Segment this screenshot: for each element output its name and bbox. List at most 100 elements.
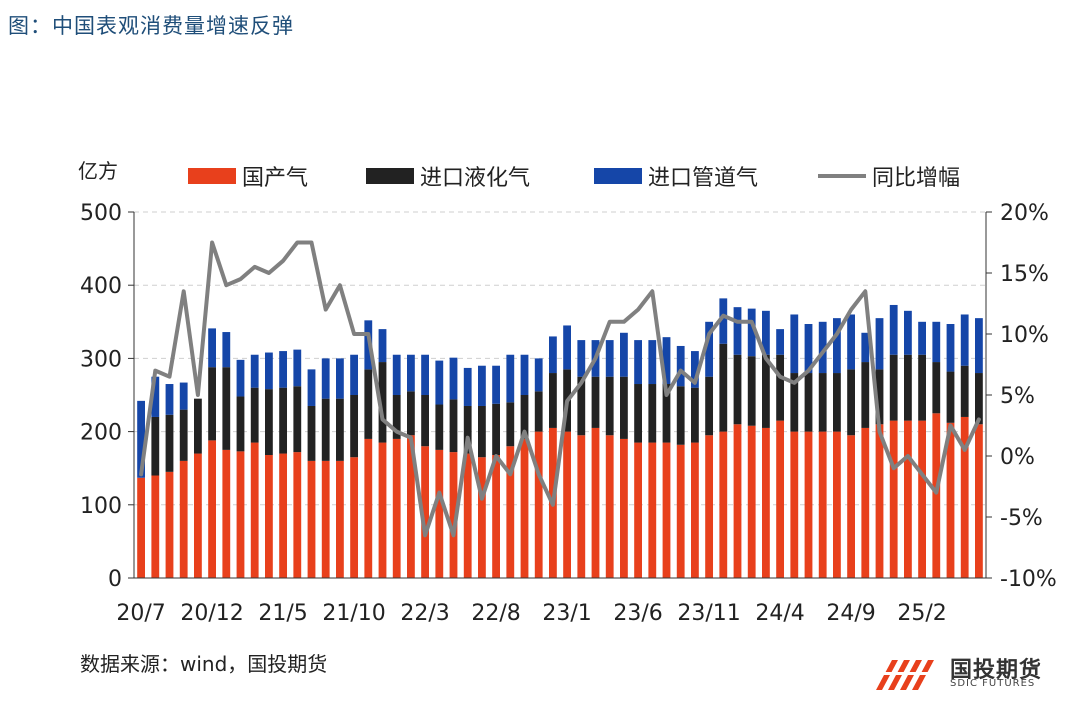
legend-swatch — [188, 168, 236, 184]
bar-segment — [378, 362, 387, 443]
bar-segment — [790, 314, 799, 374]
bar-segment — [889, 304, 898, 355]
bar-segment — [733, 354, 742, 425]
bar-segment — [350, 354, 359, 395]
bar-segment — [634, 340, 642, 385]
right-tick-label: 20% — [1000, 201, 1049, 226]
bar-segment — [179, 409, 188, 461]
x-tick-label: 22/3 — [400, 601, 449, 626]
bar-segment — [648, 384, 657, 443]
bar-segment — [321, 398, 330, 461]
bar-segment — [662, 337, 671, 385]
bar-segment — [463, 405, 472, 454]
bar-segment — [762, 310, 770, 355]
bar-segment — [250, 442, 259, 578]
x-tick-label: 23/11 — [677, 601, 740, 626]
bar-segment — [861, 427, 870, 578]
bar-segment — [818, 321, 827, 374]
bar-segment — [236, 396, 245, 452]
x-tick-label: 21/10 — [322, 601, 385, 626]
legend-label: 国产气 — [242, 166, 308, 191]
right-tick-label: -5% — [1000, 506, 1043, 531]
x-tick-label: 24/9 — [826, 601, 875, 626]
bar-segment — [648, 442, 657, 578]
bar-segment — [392, 395, 401, 439]
bar-segment — [506, 446, 515, 578]
bar-segment — [364, 438, 373, 578]
left-tick-label: 200 — [80, 421, 122, 446]
bar-segment — [449, 399, 458, 453]
bar-segment — [889, 354, 898, 421]
bar-segment — [833, 373, 841, 432]
bar-segment — [478, 365, 486, 406]
x-tick-label: 25/2 — [897, 601, 946, 626]
bar-segment — [421, 446, 429, 578]
bar-segment — [208, 367, 216, 441]
bar-segment — [549, 373, 557, 428]
bar-segment — [790, 373, 799, 432]
bar-segment — [960, 365, 969, 417]
bar-segment — [662, 442, 671, 578]
yoy-growth-line — [139, 240, 981, 538]
bar-segment — [137, 477, 145, 578]
bar-segment — [222, 367, 231, 450]
bar-segment — [818, 373, 827, 432]
left-tick-label: 100 — [80, 494, 122, 519]
bar-segment — [833, 431, 841, 578]
bar-segment — [875, 424, 884, 578]
bar-segment — [435, 449, 444, 578]
bar-segment — [705, 321, 714, 377]
bar-segment — [719, 298, 728, 344]
bar-segment — [307, 460, 316, 578]
bar-segment — [506, 402, 515, 447]
bar-segment — [620, 376, 628, 439]
bar-segment — [378, 442, 387, 578]
bar-segment — [648, 340, 657, 385]
bar-segment — [165, 384, 174, 415]
x-tick-label: 22/8 — [471, 601, 520, 626]
bar-segment — [151, 416, 160, 476]
bar-segment — [733, 424, 742, 578]
x-tick-label: 21/5 — [258, 601, 307, 626]
data-source-note: 数据来源：wind，国投期货 — [80, 652, 328, 676]
x-tick-label: 20/7 — [116, 601, 165, 626]
bar-segment — [591, 427, 600, 578]
bar-segment — [165, 414, 174, 472]
bar-segment — [293, 452, 302, 578]
bar-segment — [691, 442, 699, 578]
bar-segment — [336, 358, 344, 399]
bar-segment — [875, 369, 884, 425]
bar-segment — [932, 362, 941, 414]
bar-segment — [350, 395, 359, 458]
bar-segment — [392, 438, 401, 578]
bar-segment — [946, 371, 955, 423]
x-tick-label: 20/12 — [180, 601, 243, 626]
bar-segment — [946, 324, 955, 372]
legend-label: 进口液化气 — [420, 166, 530, 191]
bar-segment — [776, 420, 785, 578]
bar-segment — [904, 310, 912, 355]
logo-subtitle: SDIC FUTURES — [950, 678, 1036, 689]
bar-segment — [265, 455, 273, 578]
bar-segment — [747, 308, 756, 357]
bar-segment — [534, 391, 543, 432]
bar-segment — [520, 438, 529, 578]
left-tick-label: 400 — [80, 274, 122, 299]
right-tick-label: 10% — [1000, 323, 1049, 348]
sdic-logo-mark-icon — [872, 660, 944, 690]
bar-segment — [463, 453, 472, 578]
bar-segment — [222, 332, 231, 368]
bar-segment — [747, 425, 756, 578]
bar-segment — [392, 354, 401, 395]
bar-segment — [861, 332, 870, 363]
bar-marks — [137, 298, 983, 578]
legend-label: 同比增幅 — [872, 166, 960, 191]
bar-segment — [151, 475, 160, 578]
legend-swatch — [594, 168, 642, 184]
bar-segment — [861, 362, 870, 428]
bar-segment — [520, 395, 529, 439]
legend-label: 进口管道气 — [648, 166, 758, 191]
bar-segment — [918, 354, 926, 421]
bar-segment — [151, 376, 160, 417]
bar-segment — [932, 321, 941, 363]
